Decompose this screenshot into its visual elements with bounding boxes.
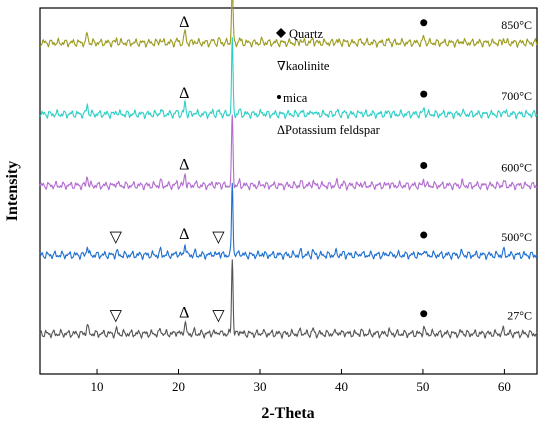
legend-item-3: ΔPotassium feldspar — [277, 123, 381, 137]
legend-label-1: ∇kaolinite — [277, 59, 330, 73]
series-label-27: 27°C — [507, 309, 532, 323]
series-700: 700°C Δ — [39, 37, 538, 120]
x-tick-label: 30 — [253, 379, 266, 394]
series-line-500 — [39, 182, 538, 261]
legend-label-2: mica — [283, 91, 308, 105]
series-label-500: 500°C — [501, 230, 532, 244]
legend-diamond-icon — [276, 28, 286, 38]
legend-label-0: Quartz — [289, 27, 323, 41]
mica-marker — [420, 310, 428, 318]
x-axis-label: 2-Theta — [261, 405, 314, 422]
mica-marker — [420, 162, 428, 170]
kaolinite-marker: ▽ — [110, 229, 123, 246]
x-axis-ticks: 10 20 30 40 50 60 — [91, 369, 511, 394]
x-tick-label: 20 — [172, 379, 185, 394]
plot-frame — [39, 7, 538, 375]
series-line-850 — [39, 0, 538, 49]
feldspar-marker: Δ — [179, 226, 189, 243]
series-500: 500°C ▽ Δ ▽ — [39, 182, 538, 261]
series-layer: 850°C Δ 700°C Δ 600°C Δ 500°C ▽ Δ ▽ 27°C ▽ Δ ▽ — [39, 0, 538, 340]
x-tick-label: 50 — [416, 379, 429, 394]
series-27: 27°C ▽ Δ ▽ — [39, 259, 538, 340]
mica-marker — [420, 231, 428, 239]
series-label-600: 600°C — [501, 161, 532, 175]
series-label-700: 700°C — [501, 89, 532, 103]
feldspar-marker: Δ — [179, 14, 189, 31]
x-tick-label: 60 — [498, 379, 511, 394]
series-line-600 — [39, 114, 538, 191]
series-850: 850°C Δ — [39, 0, 538, 49]
feldspar-marker: Δ — [179, 305, 189, 322]
feldspar-marker: Δ — [179, 85, 189, 102]
legend-item-1: ∇kaolinite — [277, 59, 330, 73]
series-600: 600°C Δ — [39, 114, 538, 191]
series-label-850: 850°C — [501, 18, 532, 32]
kaolinite-marker: ▽ — [212, 229, 225, 246]
kaolinite-marker: ▽ — [110, 308, 123, 325]
legend-dot-icon — [277, 95, 281, 99]
legend: Quartz ∇kaolinite mica ΔPotassium feldspar — [276, 27, 381, 137]
feldspar-marker: Δ — [179, 157, 189, 174]
x-tick-label: 40 — [335, 379, 348, 394]
series-line-700 — [39, 37, 538, 120]
y-axis-label: Intensity — [4, 161, 21, 221]
legend-label-3: ΔPotassium feldspar — [277, 123, 381, 137]
mica-marker — [420, 90, 428, 98]
legend-item-0: Quartz — [276, 27, 323, 41]
series-line-27 — [39, 259, 538, 340]
legend-item-2: mica — [277, 91, 308, 105]
mica-marker — [420, 19, 428, 27]
kaolinite-marker: ▽ — [212, 308, 225, 325]
x-tick-label: 10 — [91, 379, 104, 394]
